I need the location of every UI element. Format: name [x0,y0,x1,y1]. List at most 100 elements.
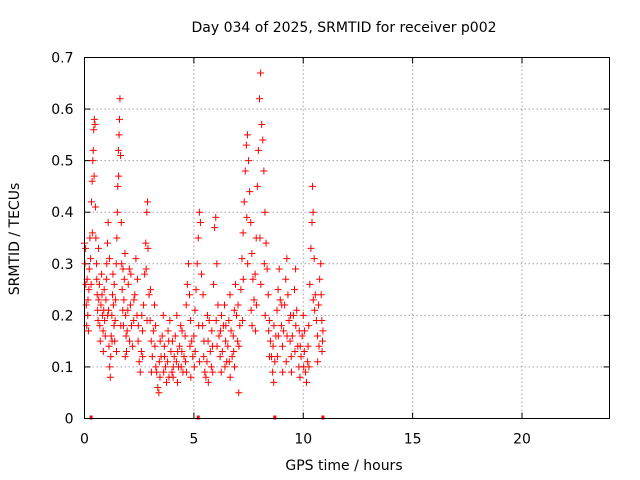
data-point [106,363,114,371]
data-point [309,208,317,216]
data-point [95,296,103,304]
data-point [231,363,239,371]
data-point [89,146,97,154]
data-point [275,265,283,273]
data-point [91,121,99,129]
data-point [235,389,243,397]
data-point [286,337,294,345]
data-point [280,327,288,335]
data-point [207,363,215,371]
data-point [106,373,114,381]
data-point [299,311,307,319]
data-point [243,131,251,139]
x-tick-label: 5 [189,432,198,448]
data-point [195,208,203,216]
data-point [118,286,126,294]
data-point [266,337,274,345]
data-point [151,301,158,309]
data-point [287,311,295,319]
data-point [168,368,176,376]
data-point [253,182,261,190]
data-point [230,347,238,355]
data-point [160,368,168,376]
data-point [178,327,186,335]
data-point [86,234,94,242]
data-point [85,265,93,273]
data-point [315,342,323,350]
data-point [182,368,190,376]
data-point [156,337,164,345]
data-point [191,347,199,355]
data-point [144,198,151,206]
data-point [190,332,198,340]
data-point [117,322,125,330]
data-point [311,306,319,314]
data-point [93,260,101,268]
data-point [239,275,247,283]
y-tick-label: 0.1 [51,360,73,376]
data-point [103,239,111,247]
data-point [317,260,325,268]
data-point [91,203,99,211]
data-point [236,322,244,330]
data-point [248,322,256,330]
data-point [124,306,132,314]
x-tick-label: 0 [80,432,89,448]
data-point [110,322,118,330]
y-tick-label: 0.6 [51,102,73,118]
data-point [225,317,233,325]
data-point [212,213,220,221]
data-point [318,347,326,355]
data-point [192,286,200,294]
data-points [81,69,327,397]
data-point [273,353,281,361]
data-point [113,234,121,242]
data-point [134,337,142,345]
data-point [235,342,243,350]
data-point [278,301,286,309]
data-point [203,358,211,366]
data-point [152,322,160,330]
data-point [99,327,107,335]
data-point [237,286,245,294]
data-point [129,342,137,350]
data-point [109,291,116,299]
data-point [195,322,203,330]
data-point [252,301,260,309]
data-point [211,224,219,232]
data-point [172,358,180,366]
data-point [242,141,250,149]
data-point [112,296,120,304]
data-point [117,151,125,159]
data-point [100,286,108,294]
data-point [271,358,279,366]
data-point [249,275,257,283]
data-point [116,95,124,103]
data-point [143,208,151,216]
data-point [186,342,194,350]
data-point [216,353,224,361]
data-point [120,275,128,283]
data-point [266,353,274,361]
data-point [92,234,100,242]
data-point [85,286,93,294]
data-point [257,69,265,77]
data-point [200,353,208,361]
data-point [142,239,150,247]
data-point [227,327,235,335]
data-point [84,296,92,304]
data-point [87,255,95,263]
y-axis-label: SRMTID / TECUs [7,183,23,296]
data-point [128,322,136,330]
data-point [184,260,192,268]
data-point [165,373,173,381]
data-point [187,317,195,325]
data-point [282,358,290,366]
data-point [257,280,265,288]
data-point [238,317,246,325]
data-point [301,368,309,376]
data-point [313,332,321,340]
data-point [125,265,133,273]
data-point [102,275,110,283]
data-point [245,157,253,165]
